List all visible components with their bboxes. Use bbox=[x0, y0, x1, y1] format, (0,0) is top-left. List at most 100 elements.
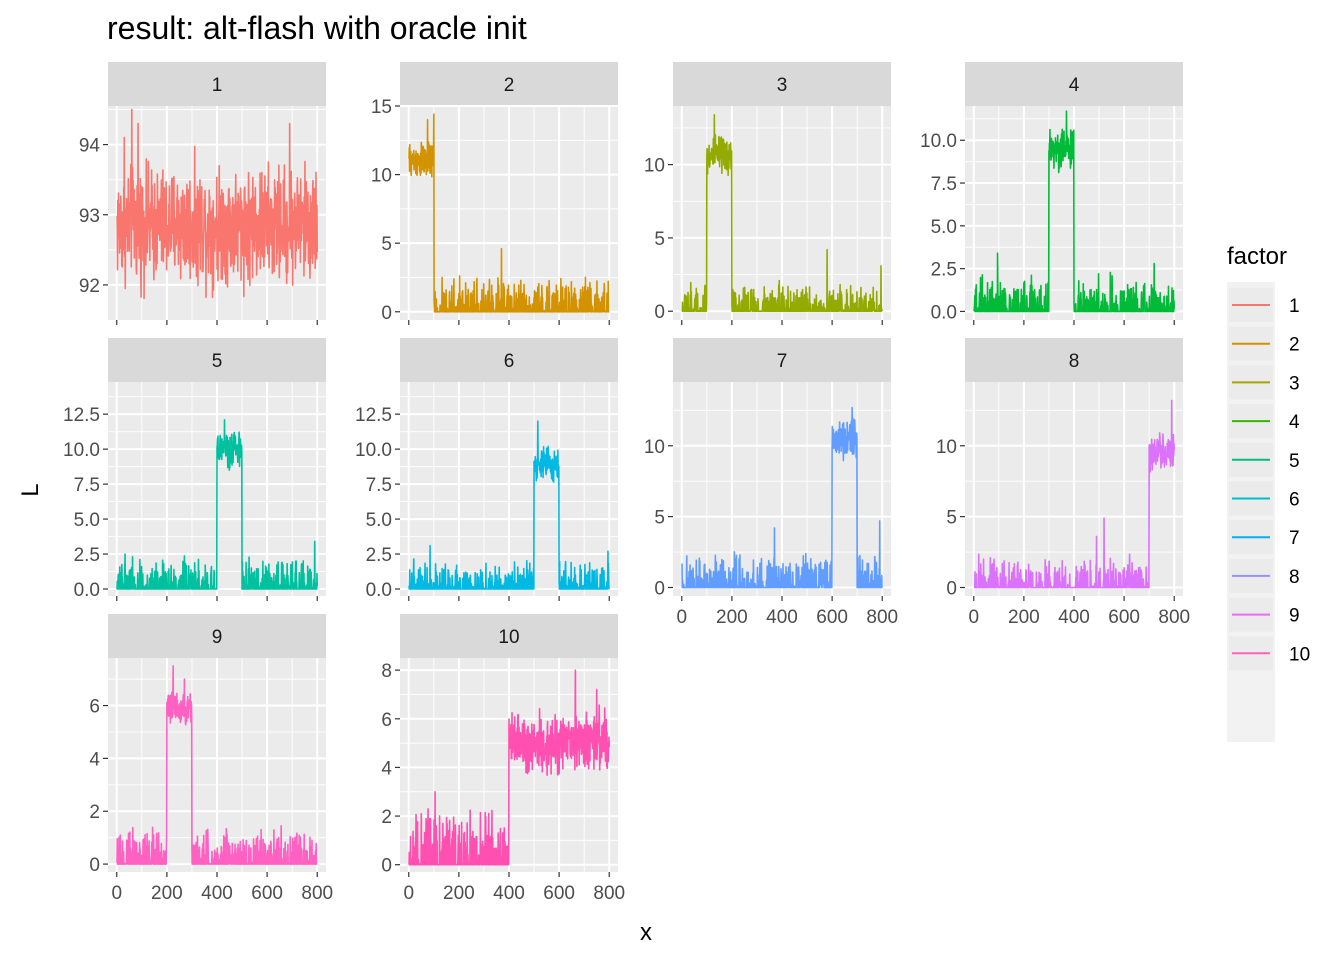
facet-strip bbox=[400, 62, 618, 106]
series-line-10 bbox=[408, 669, 611, 866]
legend-label: 6 bbox=[1289, 490, 1300, 511]
facet-strip bbox=[400, 338, 618, 382]
y-tick-label: 7.5 bbox=[931, 174, 957, 195]
y-tick-label: 5.0 bbox=[74, 510, 100, 531]
legend-label: 3 bbox=[1289, 373, 1300, 394]
x-tick-label: 400 bbox=[1058, 607, 1090, 628]
y-tick-label: 94 bbox=[79, 136, 101, 157]
y-tick-label: 10 bbox=[644, 156, 665, 177]
facet-strip bbox=[108, 614, 326, 658]
y-tick-label: 10.0 bbox=[920, 131, 957, 152]
y-tick-label: 0.0 bbox=[931, 302, 957, 323]
y-tick-label: 5 bbox=[381, 234, 392, 255]
x-tick-label: 800 bbox=[301, 883, 333, 904]
y-axis-title: L bbox=[17, 483, 44, 496]
y-tick-label: 12.5 bbox=[63, 405, 100, 426]
x-tick-label: 0 bbox=[676, 607, 687, 628]
facet-panels: 192939420510153051040.02.55.07.510.050.0… bbox=[63, 62, 1190, 904]
legend-label: 5 bbox=[1289, 451, 1300, 472]
x-tick-label: 600 bbox=[251, 883, 283, 904]
x-tick-label: 800 bbox=[1158, 607, 1190, 628]
y-tick-label: 10 bbox=[644, 437, 665, 458]
facet-strip-label: 2 bbox=[504, 75, 515, 96]
x-tick-label: 200 bbox=[443, 883, 475, 904]
facet-strip-label: 8 bbox=[1069, 351, 1080, 372]
y-tick-label: 2.5 bbox=[74, 545, 100, 566]
y-tick-label: 2 bbox=[89, 802, 100, 823]
facet-strip-label: 10 bbox=[498, 627, 519, 648]
facet-strip bbox=[965, 338, 1183, 382]
x-tick-label: 200 bbox=[151, 883, 183, 904]
series-line-9 bbox=[116, 665, 318, 865]
facet-panel-10: 10 0 2 4 6 8 0 200 400 600 800 bbox=[381, 614, 625, 904]
legend-label: 9 bbox=[1289, 606, 1300, 627]
y-tick-label: 8 bbox=[381, 661, 392, 682]
legend-label: 10 bbox=[1289, 644, 1310, 665]
x-tick-label: 800 bbox=[593, 883, 625, 904]
facet-strip-label: 4 bbox=[1069, 75, 1080, 96]
x-tick-label: 0 bbox=[111, 883, 122, 904]
y-tick-label: 0.0 bbox=[366, 580, 392, 601]
series-line-1 bbox=[116, 108, 319, 300]
series-line-5 bbox=[116, 418, 319, 590]
series-line-7 bbox=[681, 406, 883, 589]
y-tick-label: 2.5 bbox=[931, 260, 957, 281]
series-line-6 bbox=[408, 420, 610, 590]
x-tick-label: 200 bbox=[1008, 607, 1040, 628]
x-tick-label: 400 bbox=[766, 607, 798, 628]
facet-panel-3: 3 0 5 10 bbox=[644, 62, 891, 325]
facet-strip bbox=[965, 62, 1183, 106]
facet-strip-label: 7 bbox=[777, 351, 788, 372]
x-tick-label: 600 bbox=[1108, 607, 1140, 628]
y-tick-label: 10.0 bbox=[63, 440, 100, 461]
facet-strip bbox=[673, 62, 891, 106]
y-tick-label: 10 bbox=[936, 437, 957, 458]
facet-panel-6: 6 0.0 2.5 5.0 7.5 10.0 12.5 bbox=[355, 338, 618, 601]
y-tick-label: 6 bbox=[381, 710, 392, 731]
legend-label: 4 bbox=[1289, 412, 1300, 433]
facet-panel-7: 7 0 5 10 0 200 400 600 800 bbox=[644, 338, 898, 628]
facet-strip bbox=[673, 338, 891, 382]
x-tick-label: 400 bbox=[493, 883, 525, 904]
facet-panel-5: 5 0.0 2.5 5.0 7.5 10.0 12.5 bbox=[63, 338, 326, 601]
series-line-8 bbox=[973, 399, 1176, 589]
y-tick-label: 2.5 bbox=[366, 545, 392, 566]
y-tick-label: 0 bbox=[654, 578, 665, 599]
facet-panel-1: 1 92 93 94 bbox=[79, 62, 326, 325]
legend-label: 2 bbox=[1289, 335, 1300, 356]
facet-strip-label: 1 bbox=[212, 75, 223, 96]
y-tick-label: 5 bbox=[946, 508, 957, 529]
y-tick-label: 93 bbox=[79, 206, 100, 227]
x-tick-label: 0 bbox=[403, 883, 414, 904]
facet-strip bbox=[400, 614, 618, 658]
x-tick-label: 0 bbox=[968, 607, 979, 628]
y-tick-label: 15 bbox=[371, 97, 392, 118]
x-tick-label: 400 bbox=[201, 883, 233, 904]
y-tick-label: 12.5 bbox=[355, 405, 392, 426]
facet-panel-2: 2 0 5 10 15 bbox=[371, 62, 618, 325]
legend-label: 1 bbox=[1289, 296, 1300, 317]
y-tick-label: 5.0 bbox=[931, 217, 957, 238]
x-tick-label: 600 bbox=[816, 607, 848, 628]
facet-strip-label: 6 bbox=[504, 351, 515, 372]
y-tick-label: 0 bbox=[89, 855, 100, 876]
facet-strip-label: 5 bbox=[212, 351, 223, 372]
y-tick-label: 0 bbox=[946, 578, 957, 599]
x-axis-title: x bbox=[640, 919, 652, 946]
legend: factor 1 2 3 4 5 6 7 8 9 10 bbox=[1227, 243, 1310, 742]
facet-panel-9: 9 0 2 4 6 0 200 400 600 800 bbox=[89, 614, 333, 904]
y-tick-label: 5.0 bbox=[366, 510, 392, 531]
legend-label: 8 bbox=[1289, 567, 1300, 588]
y-tick-label: 6 bbox=[89, 697, 100, 718]
y-tick-label: 0.0 bbox=[74, 580, 100, 601]
y-tick-label: 4 bbox=[381, 758, 392, 779]
y-tick-label: 10.0 bbox=[355, 440, 392, 461]
series-line-4 bbox=[973, 110, 1176, 313]
y-tick-label: 5 bbox=[654, 229, 665, 250]
facet-panel-4: 4 0.0 2.5 5.0 7.5 10.0 bbox=[920, 62, 1183, 325]
facet-panel-8: 8 0 5 10 0 200 400 600 800 bbox=[936, 338, 1190, 628]
chart-title: result: alt-flash with oracle init bbox=[107, 10, 527, 46]
x-tick-label: 600 bbox=[543, 883, 575, 904]
facet-strip-label: 9 bbox=[212, 627, 223, 648]
